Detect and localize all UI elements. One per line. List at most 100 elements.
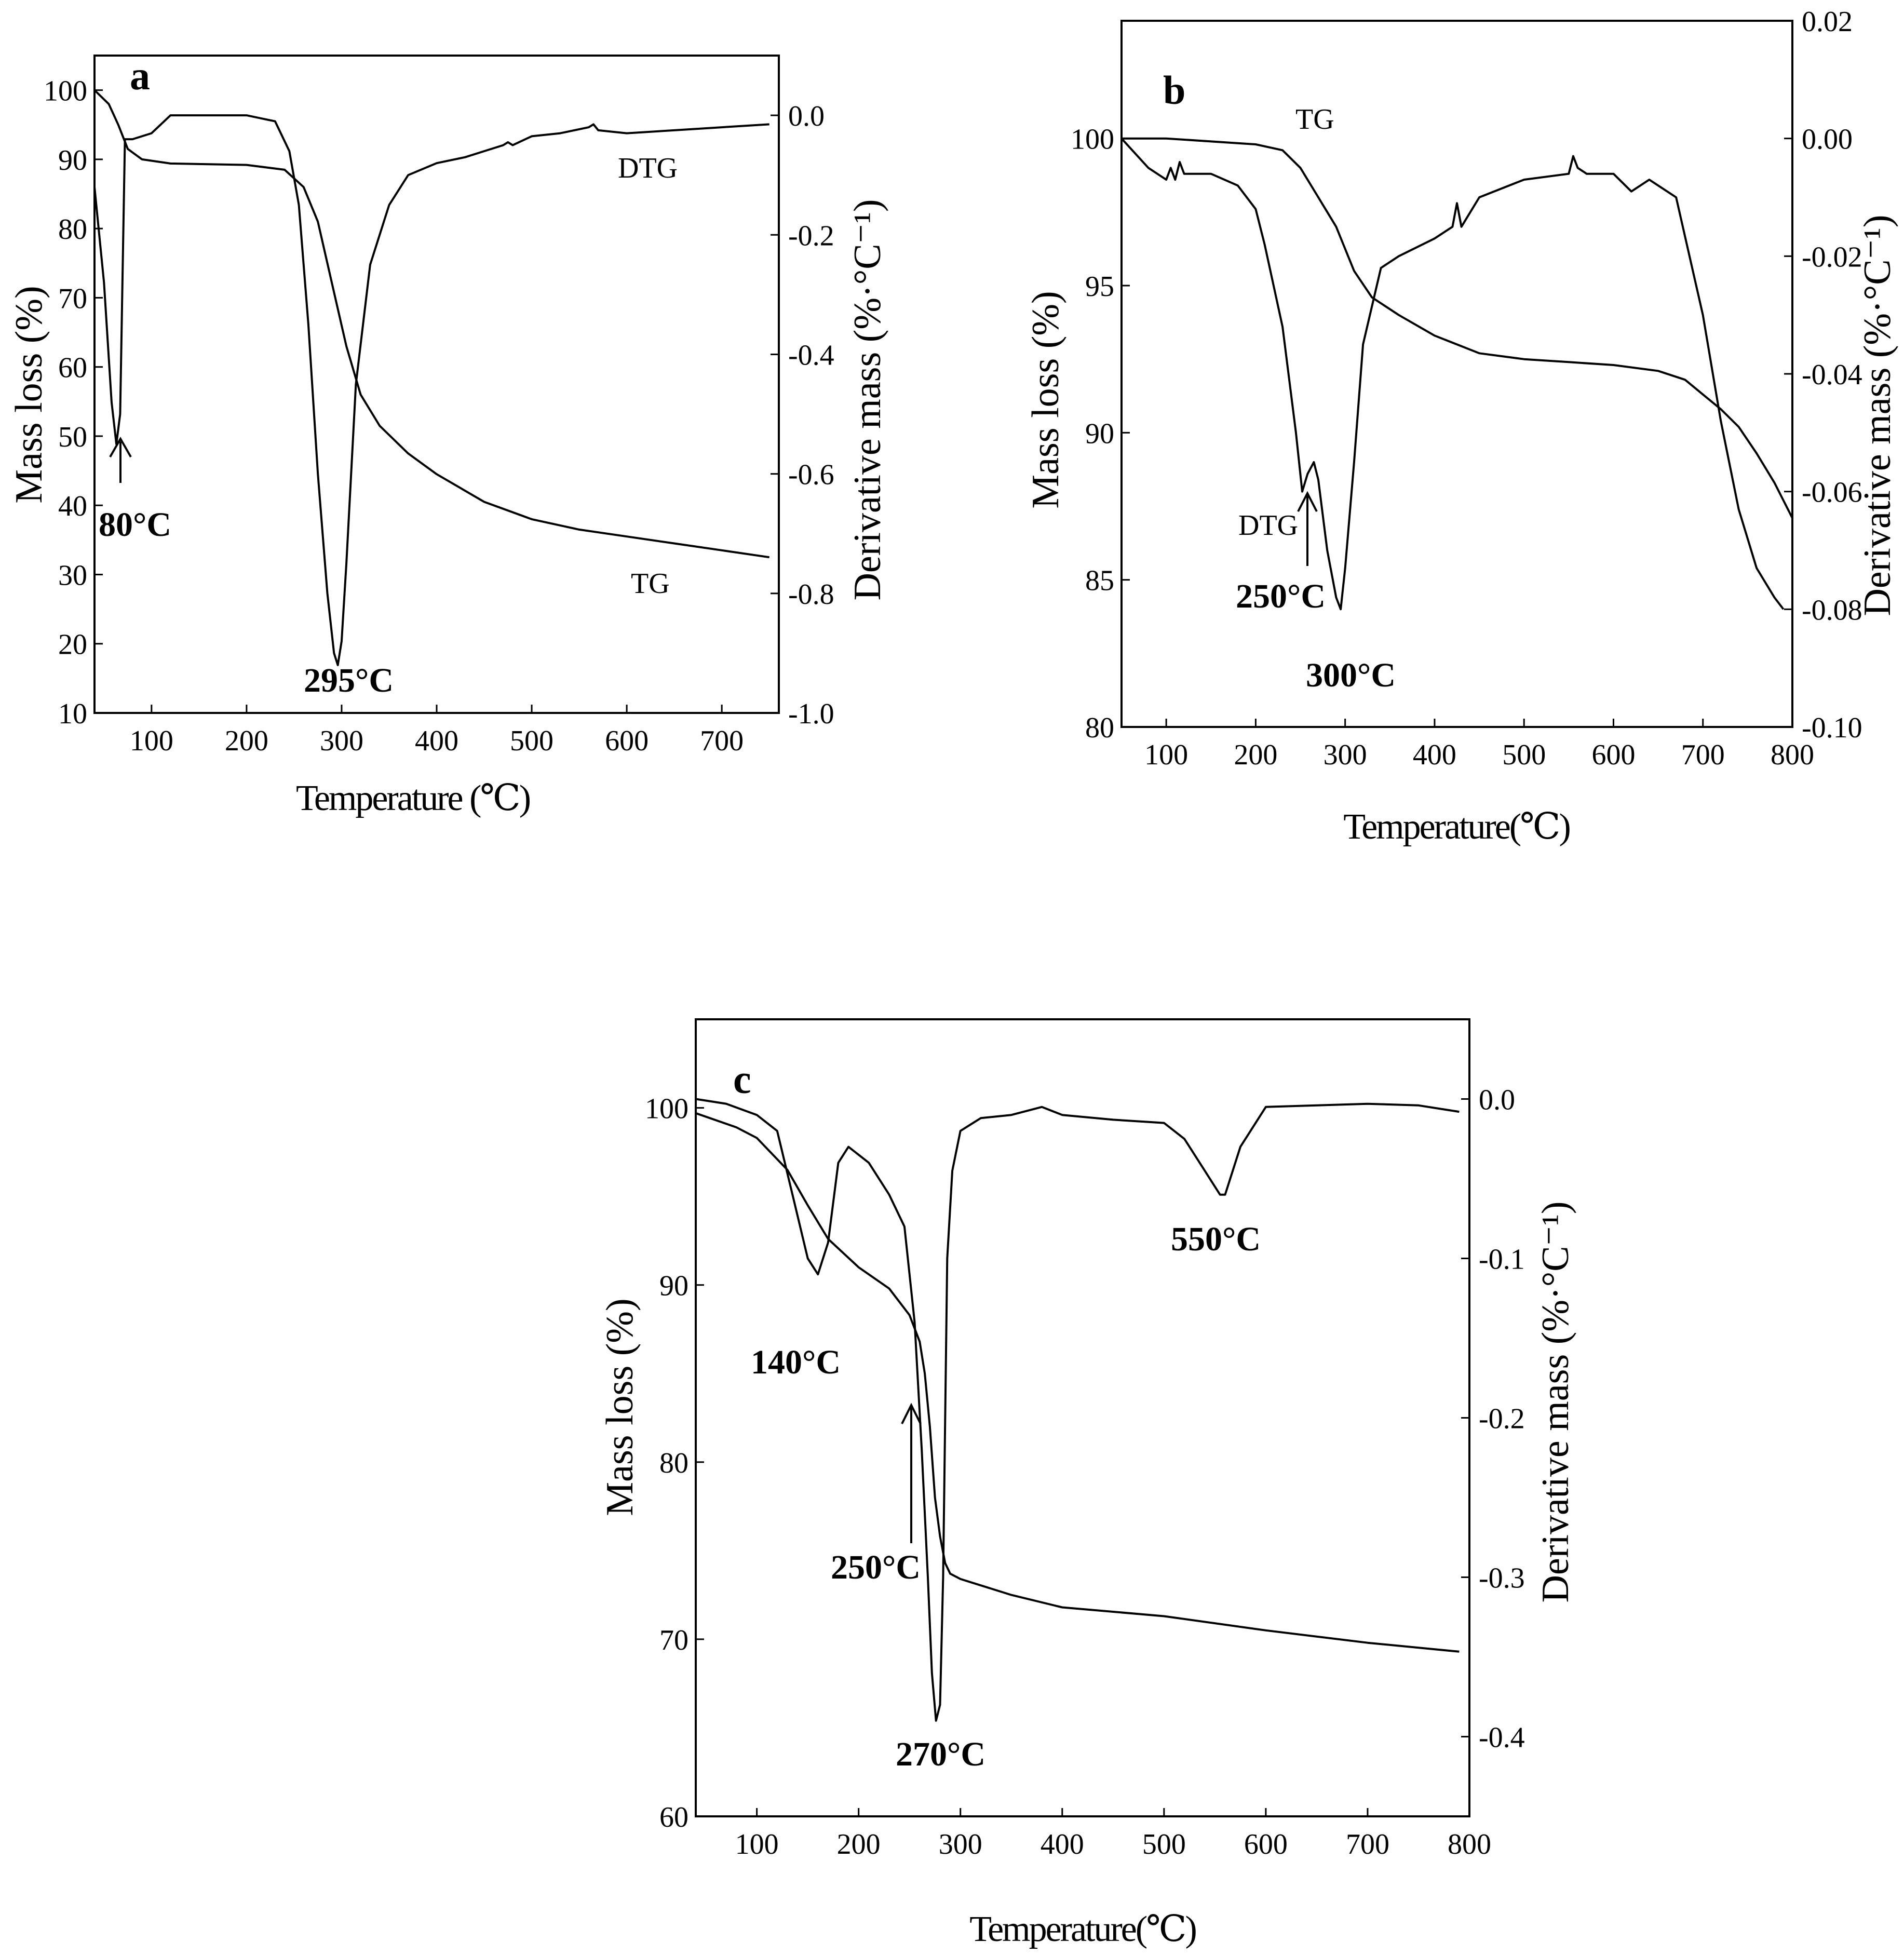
panel-c-x-tick-label: 800: [1448, 1828, 1491, 1860]
panel-a-y-right-tick-label: -0.8: [788, 578, 834, 611]
panel-a-x-tick-label: 400: [415, 725, 458, 757]
panel-b-ticks: 100 200 300 400 500 600 700 800 80 85 90 95 100 -0.10…: [1071, 6, 1862, 771]
panel-a-y-left-tick-label: 100: [44, 75, 87, 107]
panel-c-y-right-tick-label: -0.2: [1479, 1403, 1525, 1435]
panel-b-y-right-tick-label: 0.00: [1802, 124, 1853, 156]
panel-a-y-left-tick-label: 80: [58, 213, 87, 246]
panel-c-x-tick-label: 400: [1041, 1828, 1084, 1860]
panel-b-y-right-label: Derivative mass (%·°C⁻¹): [1856, 214, 1899, 616]
panel-a-y-right-label: Derivative mass (%·°C⁻¹): [846, 199, 889, 600]
panel-b-tg-label: TG: [1295, 103, 1334, 136]
panel-c-peak-550-label: 550°C: [1171, 1220, 1261, 1258]
panel-b-peak-300-label: 300°C: [1306, 656, 1396, 694]
panel-b-y-left-tick-label: 85: [1085, 565, 1114, 597]
panel-a-y-left-tick-label: 40: [58, 490, 87, 522]
panel-b-dtg-line: [1120, 138, 1785, 611]
panel-c-x-tick-label: 700: [1346, 1828, 1389, 1860]
panel-a-peak-80-label: 80°C: [99, 506, 171, 544]
panel-b-y-left-tick-label: 80: [1085, 712, 1114, 744]
panel-a-y-right-tick-label: -0.2: [788, 220, 834, 252]
panel-c-arrowhead-250: [901, 1403, 922, 1424]
panel-b-x-label: Temperature(℃): [1343, 807, 1570, 847]
panel-b-x-tick-label: 500: [1502, 739, 1546, 771]
panel-b-x-tick-label: 700: [1681, 739, 1725, 771]
panel-b-y-left-tick-label: 100: [1071, 124, 1114, 156]
panel-a-y-right-tick-label: -1.0: [788, 698, 834, 730]
panel-c-y-right-tick-label: -0.3: [1479, 1562, 1525, 1595]
panel-b-arrowhead-250: [1297, 491, 1318, 512]
panel-a-y-left-tick-label: 30: [58, 559, 87, 591]
panel-c-x-label: Temperature(℃): [969, 1909, 1196, 1949]
panel-c-ticks: 100 200 300 400 500 600 700 800 60 70 80 90 100 -0.4 -…: [645, 1084, 1525, 1861]
panel-a-y-left-tick-label: 20: [58, 629, 87, 661]
panel-b-y-right-tick-label: -0.06: [1802, 477, 1862, 509]
panel-a-dtg-line: [93, 114, 769, 666]
panel-a-y-right-tick-label: -0.6: [788, 459, 834, 491]
panel-b-x-tick-label: 800: [1771, 739, 1814, 771]
panel-c-chart: 100 200 300 400 500 600 700 800 60 70 80 90 100 -0.4 -…: [599, 1018, 1577, 1949]
panel-a-y-right-tick-label: 0.0: [788, 100, 825, 132]
panel-b-chart: 100 200 300 400 500 600 700 800 80 85 90 95 100 -0.10…: [1024, 6, 1899, 847]
panel-b-y-right-tick-label: -0.08: [1802, 594, 1862, 626]
panel-a-x-tick-label: 600: [605, 725, 649, 757]
panel-a-y-left-tick-label: 70: [58, 282, 87, 315]
panel-b-y-right-tick-label: -0.10: [1802, 712, 1862, 744]
panel-c-tg-line: [695, 1112, 1460, 1653]
panel-a-y-right-tick-label: -0.4: [788, 339, 834, 371]
panel-c-plot-frame: [695, 1018, 1470, 1817]
panel-b-plot-frame: [1120, 20, 1793, 728]
panel-c-y-left-tick-label: 60: [659, 1801, 688, 1833]
panel-c-x-tick-label: 500: [1142, 1828, 1186, 1860]
panel-b-peak-250-label: 250°C: [1236, 577, 1326, 615]
panel-a-y-left-label: Mass loss (%): [8, 286, 50, 503]
panel-a-y-left-tick-label: 90: [58, 144, 87, 177]
panel-b-x-tick-label: 100: [1144, 739, 1188, 771]
panel-c-y-right-tick-label: 0.0: [1479, 1084, 1515, 1116]
panel-c-x-tick-label: 200: [837, 1828, 881, 1860]
panel-b-y-right-tick-label: -0.04: [1802, 359, 1862, 391]
panel-a-dtg-label: DTG: [618, 152, 678, 184]
panel-a-y-left-tick-label: 50: [58, 421, 87, 453]
panel-c-y-right-tick-label: -0.4: [1479, 1722, 1525, 1754]
panel-a-x-tick-label: 200: [225, 725, 268, 757]
panel-c-peak-270-label: 270°C: [896, 1735, 985, 1773]
panel-a-y-left-tick-label: 10: [58, 698, 87, 730]
panel-b-x-tick-label: 300: [1324, 739, 1367, 771]
panel-a-tg-label: TG: [631, 568, 670, 600]
panel-a-ticks: 100 200 300 400 500 600 700 10 20 30 40 50 60 70 80 90 1…: [44, 75, 834, 757]
panel-c-y-right-label: Derivative mass (%·°C⁻¹): [1534, 1201, 1577, 1602]
panel-c-y-left-tick-label: 100: [645, 1093, 688, 1125]
panel-c-peak-250-label: 250°C: [831, 1548, 921, 1586]
panel-a-arrowhead-80: [109, 436, 132, 457]
panel-a-x-tick-label: 300: [320, 725, 363, 757]
panel-b-x-tick-label: 200: [1234, 739, 1277, 771]
panel-a-x-tick-label: 500: [510, 725, 553, 757]
panel-a-chart: 100 200 300 400 500 600 700 10 20 30 40 50 60 70 80 90 1…: [8, 53, 889, 818]
panel-a-peak-295-label: 295°C: [304, 662, 394, 699]
panel-b-tg-line: [1122, 137, 1793, 519]
panel-b-y-left-tick-label: 90: [1085, 417, 1114, 450]
panel-c-letter: c: [733, 1057, 751, 1102]
panel-c-x-tick-label: 600: [1244, 1828, 1288, 1860]
panel-a-letter: a: [130, 53, 150, 98]
panel-b-y-left-tick-label: 95: [1085, 271, 1114, 303]
panel-c-y-left-label: Mass loss (%): [599, 1298, 641, 1516]
panel-c-y-right-tick-label: -0.1: [1479, 1244, 1525, 1276]
panel-b-letter: b: [1163, 68, 1185, 113]
panel-b-dtg-label: DTG: [1238, 509, 1298, 542]
panel-a-x-label: Temperature (℃): [296, 778, 530, 818]
panel-b-y-right-tick-label: 0.02: [1802, 6, 1853, 38]
panel-c-y-left-tick-label: 70: [659, 1624, 688, 1656]
panel-c-peak-140-label: 140°C: [751, 1343, 841, 1381]
panel-c-dtg-line: [695, 1098, 1460, 1722]
panel-c-y-left-tick-label: 90: [659, 1270, 688, 1302]
panel-c-y-left-tick-label: 80: [659, 1447, 688, 1479]
panel-a-x-tick-label: 700: [700, 725, 744, 757]
panel-c-x-tick-label: 300: [939, 1828, 982, 1860]
panel-c-x-tick-label: 100: [735, 1828, 779, 1860]
panel-a-y-left-tick-label: 60: [58, 352, 87, 384]
panel-b-y-left-label: Mass loss (%): [1024, 291, 1067, 508]
panel-b-y-right-tick-label: -0.02: [1802, 241, 1862, 273]
panel-b-x-tick-label: 600: [1591, 739, 1635, 771]
